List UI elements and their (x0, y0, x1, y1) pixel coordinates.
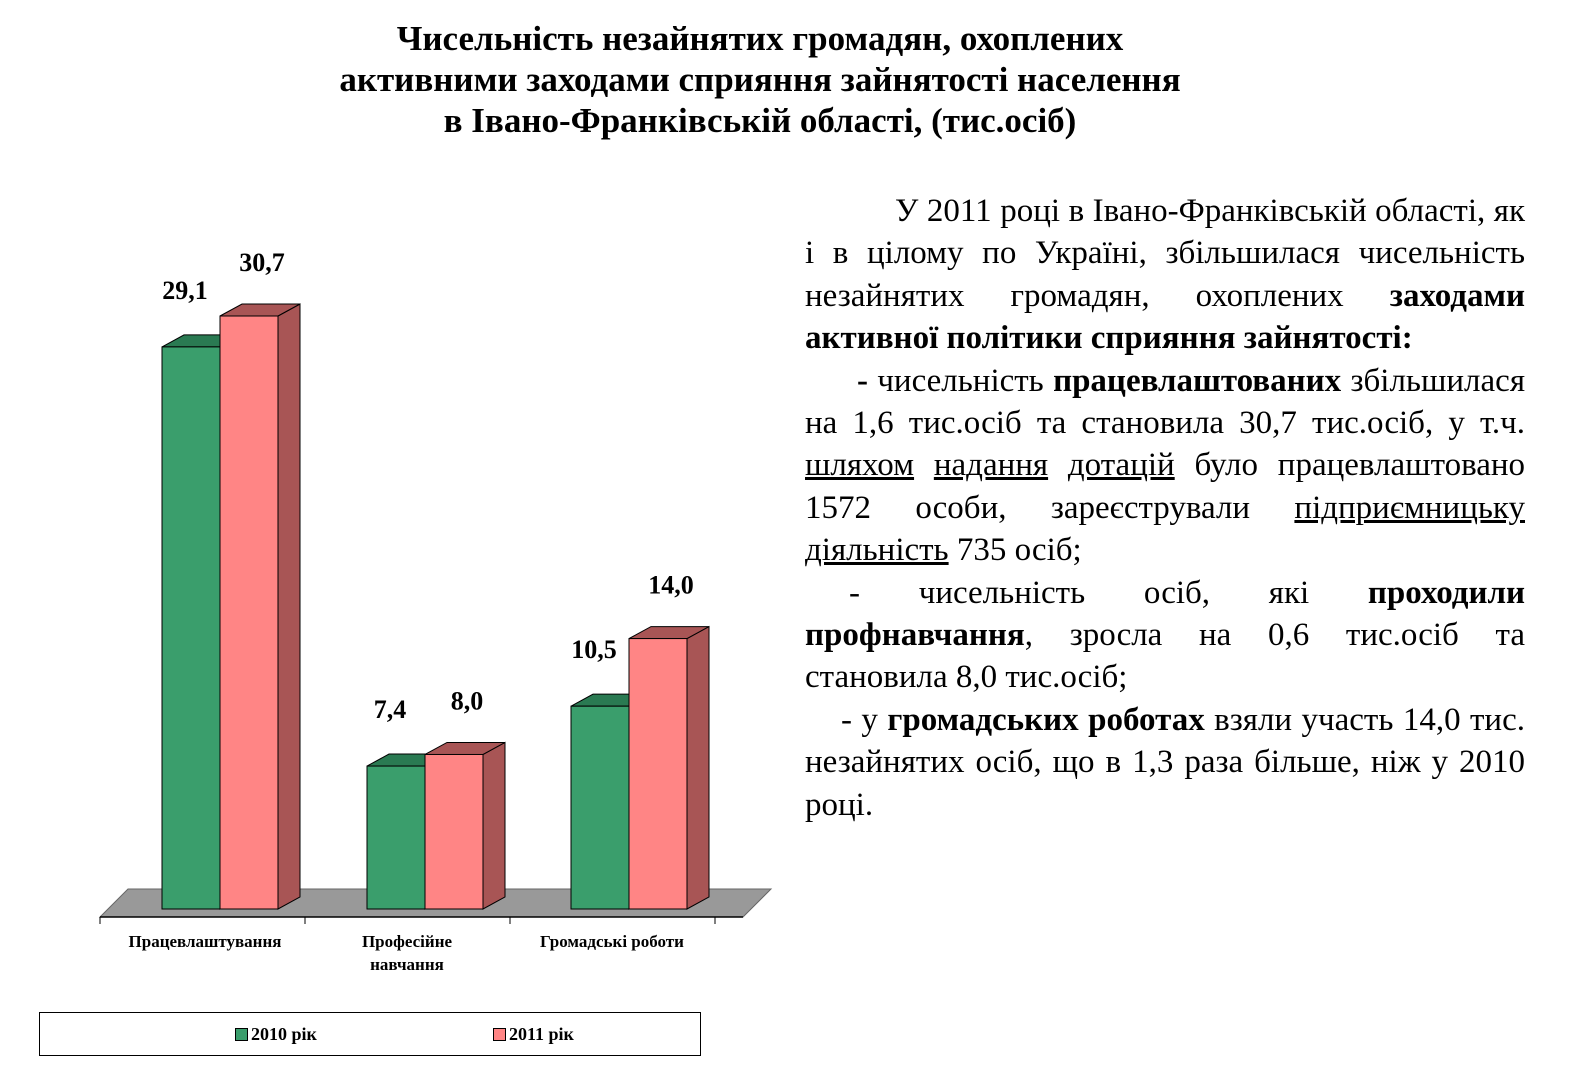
employed-dash: - (857, 362, 868, 399)
bar-chart: 29,1 30,7 Працевлаштування 7,4 8,0 Професійне… (98, 248, 773, 974)
intro-bold: заходами активної політики сприяння зайн… (805, 277, 1525, 357)
bar (366, 765, 426, 910)
bar-side (482, 741, 506, 910)
training-text-1: - чисельність осіб, які (849, 574, 1368, 611)
employed-bold: працевлаштованих (1053, 362, 1342, 399)
employed-underline-1: шляхом (805, 447, 915, 484)
chart-title: Чисельність незайнятих громадян, охоплен… (160, 18, 1360, 141)
data-label: 7,4 (374, 695, 407, 724)
intro-text: У 2011 році в Івано-Франківській області… (805, 193, 1525, 314)
paragraph-employed: - чисельність працевлаштованих збільшила… (805, 360, 1525, 572)
data-label: 8,0 (451, 686, 484, 715)
legend-item-2010: 2010 рік (235, 1024, 317, 1045)
chart-legend: 2010 рік 2011 рік (39, 1012, 701, 1056)
legend-swatch-2010 (235, 1028, 248, 1041)
employed-text-1: чисельність (868, 362, 1054, 399)
employed-text-2: збільшилася на 1,6 тис.осіб та становила… (805, 362, 1525, 442)
bar-side (686, 625, 710, 910)
paragraph-training: - чисельність осіб, які проходили профна… (805, 572, 1525, 699)
employed-text-4: 735 осіб; (948, 532, 1082, 569)
description-text: У 2011 році в Івано-Франківській області… (805, 190, 1525, 826)
employed-underline-2: надання (933, 447, 1049, 484)
bar (424, 753, 484, 910)
x-tick-label: навчання (370, 955, 444, 974)
paragraph-public-works: - у громадських роботах взяли участь 14,… (805, 699, 1525, 826)
training-text-2: , зросла на 0,6 тис.осіб та становила 8,… (805, 617, 1525, 696)
data-label: 30,7 (239, 248, 285, 277)
title-line-2: активними заходами сприяння зайнятості н… (339, 60, 1181, 99)
bar (219, 315, 279, 910)
legend-swatch-2011 (493, 1028, 506, 1041)
paragraph-intro: У 2011 році в Івано-Франківській області… (805, 190, 1525, 360)
data-label: 14,0 (648, 571, 694, 600)
title-line-1: Чисельність незайнятих громадян, охоплен… (396, 19, 1124, 58)
bar (161, 346, 221, 910)
bar (628, 638, 688, 910)
public-works-text-2: взяли участь 14,0 тис. незайнятих осіб, … (805, 701, 1525, 823)
x-tick-label: Громадські роботи (540, 932, 684, 951)
employed-underline-4: підприємницьку (1294, 489, 1525, 526)
data-label: 10,5 (571, 635, 617, 664)
bar-side (277, 303, 301, 910)
bar (570, 705, 630, 910)
legend-label-2011: 2011 рік (509, 1024, 574, 1044)
public-works-bold: громадських роботах (887, 701, 1205, 738)
legend-label-2010: 2010 рік (251, 1024, 317, 1044)
data-label: 29,1 (162, 276, 208, 305)
legend-item-2011: 2011 рік (493, 1024, 574, 1045)
title-line-3: в Івано-Франківській області, (тис.осіб) (443, 101, 1077, 140)
x-tick-label: Професійне (362, 932, 453, 951)
x-tick-label: Працевлаштування (129, 932, 282, 951)
employed-underline-5: діяльність (805, 532, 949, 569)
training-bold: проходили профнавчання (805, 574, 1525, 654)
employed-underline-3: дотацій (1067, 447, 1175, 484)
public-works-text-1: - у (841, 701, 888, 738)
employed-text-3: було працевлаштовано 1572 особи, зареєст… (805, 447, 1526, 526)
